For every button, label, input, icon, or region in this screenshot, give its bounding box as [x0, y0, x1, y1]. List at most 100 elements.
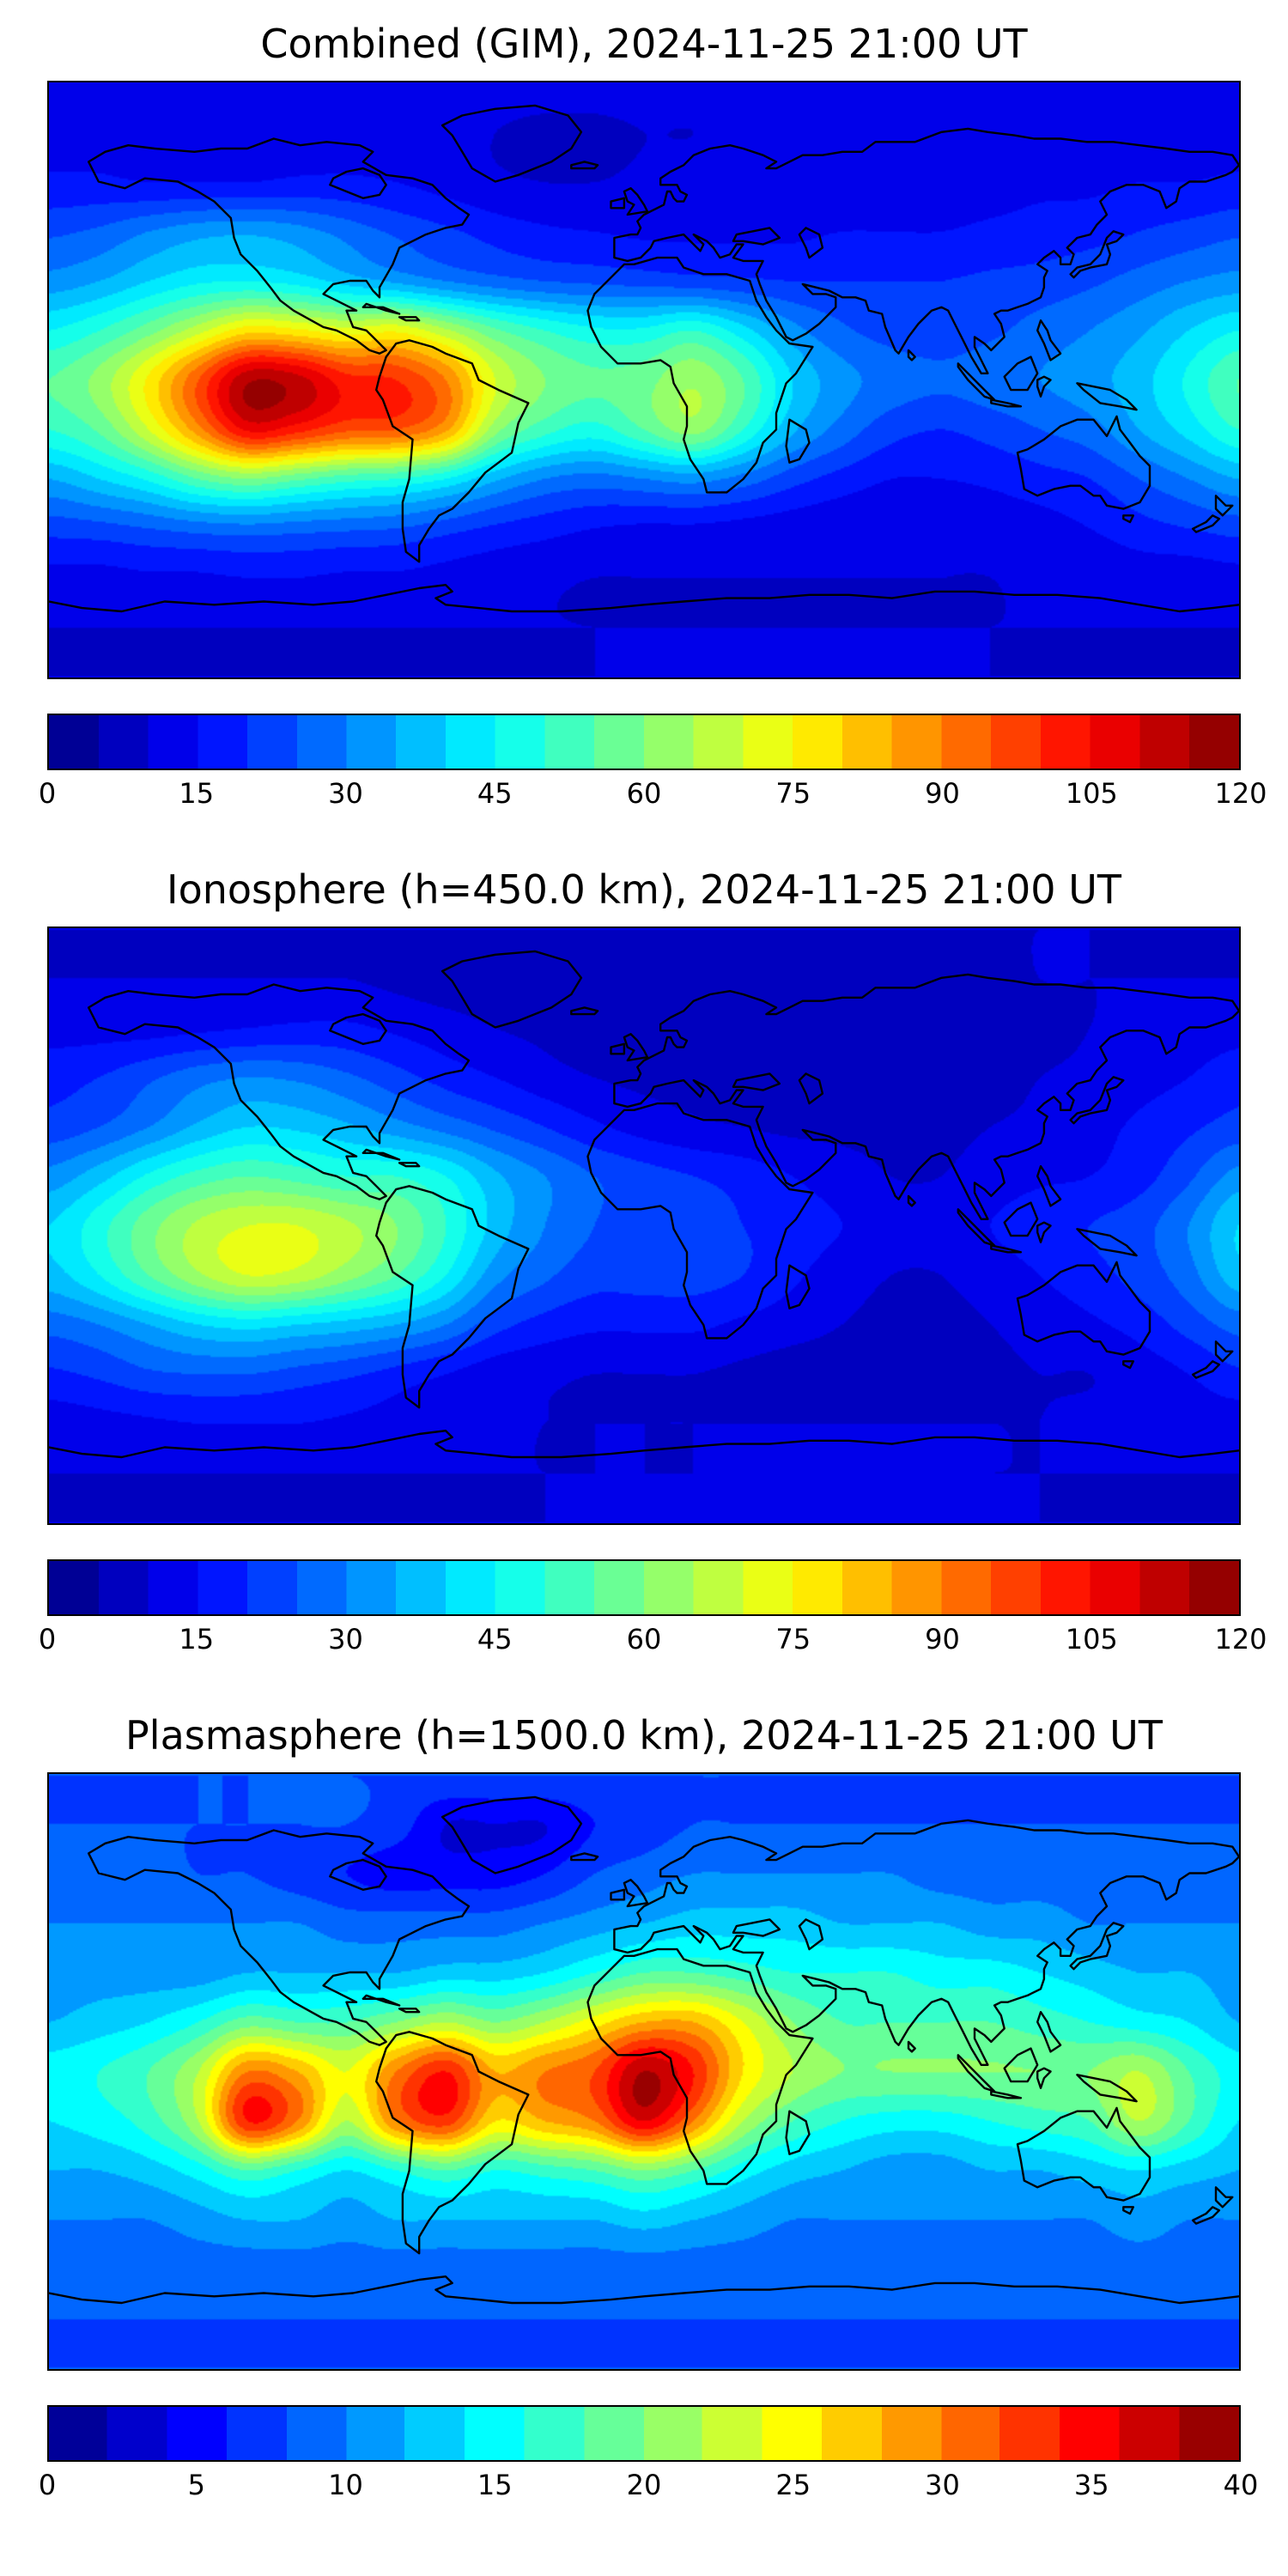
- panel-title-combined: Combined (GIM), 2024-11-25 21:00 UT: [260, 21, 1028, 67]
- world-map-ionosphere: [47, 927, 1241, 1525]
- colorbar-tick-label: 60: [626, 777, 662, 810]
- coastline-path: [329, 1858, 387, 1891]
- coastline-path: [732, 227, 781, 246]
- coastline-path: [610, 1042, 626, 1055]
- colorbar-tick-label: 60: [626, 1623, 662, 1656]
- panel-title-ionosphere: Ionosphere (h=450.0 km), 2024-11-25 21:0…: [167, 866, 1121, 913]
- colorbar-ticks-ionosphere: 0 15 30 45 60 75 90 105 120: [39, 1623, 1267, 1662]
- coastline-path: [398, 1162, 421, 1168]
- coastline-path: [907, 1194, 916, 1207]
- coastline-path: [88, 137, 471, 355]
- coastline-path: [732, 1918, 781, 1937]
- colorbar-tick-label: 0: [38, 2469, 57, 2501]
- coastline-path: [1214, 2186, 1234, 2208]
- coastline-path: [623, 1033, 649, 1062]
- panel-plasmasphere: Plasmasphere (h=1500.0 km), 2024-11-25 2…: [0, 1712, 1288, 2558]
- coastline-path: [49, 2275, 1239, 2305]
- coastline-path: [1191, 514, 1221, 533]
- coastline-path: [1076, 1228, 1138, 1257]
- coastline-path: [1122, 2206, 1134, 2215]
- coastlines-overlay: [49, 1795, 1239, 2305]
- colorbar-tick-label: 30: [925, 2469, 960, 2501]
- colorbar-tick-label: 15: [477, 2469, 513, 2501]
- coastline-path: [785, 418, 811, 464]
- colorbar-tick-label: 15: [179, 1623, 215, 1656]
- coastline-path: [957, 2054, 996, 2093]
- colorbar-ticks-combined: 0 15 30 45 60 75 90 105 120: [39, 777, 1267, 817]
- coastline-path: [1036, 2067, 1052, 2089]
- colorbar-tick-label: 75: [775, 777, 811, 810]
- coastline-path: [1036, 1221, 1052, 1243]
- colorbar-tick-label: 30: [328, 777, 363, 810]
- coastline-path: [88, 1829, 471, 2046]
- coastline-path: [1122, 1360, 1134, 1370]
- colorbar-tick-label: 40: [1223, 2469, 1259, 2501]
- coastline-path: [1036, 2011, 1062, 2053]
- coastline-path: [88, 983, 471, 1200]
- colorbar-canvas-combined: [49, 715, 1239, 769]
- coastline-path: [990, 2090, 1023, 2099]
- colorbar-tick-label: 105: [1065, 777, 1118, 810]
- coastline-path: [1069, 1922, 1125, 1971]
- coastline-path: [1003, 355, 1039, 392]
- colorbar-tick-label: 105: [1065, 1623, 1118, 1656]
- coastline-path: [990, 1244, 1023, 1254]
- coastline-path: [375, 339, 530, 563]
- colorbar-tick-label: 120: [1214, 1623, 1267, 1656]
- colorbar-tick-label: 25: [775, 2469, 811, 2501]
- coastline-path: [329, 1012, 387, 1045]
- coastline-path: [1003, 1201, 1039, 1237]
- coastline-path: [785, 2110, 811, 2155]
- panel-ionosphere: Ionosphere (h=450.0 km), 2024-11-25 21:0…: [0, 866, 1288, 1712]
- panel-combined-gim: Combined (GIM), 2024-11-25 21:00 UT 0 15 3…: [0, 21, 1288, 866]
- coastline-path: [623, 187, 649, 216]
- colorbar-canvas-ionosphere: [49, 1561, 1239, 1614]
- colorbar-tick-label: 30: [328, 1623, 363, 1656]
- coastline-path: [798, 1918, 824, 1951]
- colorbar-canvas-plasmasphere: [49, 2407, 1239, 2460]
- coastline-path: [1016, 415, 1151, 510]
- coastline-path: [957, 1208, 996, 1247]
- colorbar-tick-label: 45: [477, 1623, 513, 1656]
- coastline-path: [440, 950, 583, 1029]
- coastline-path: [798, 1072, 824, 1105]
- colorbar-ticks-plasmasphere: 0 5 10 15 20 25 30 35 40: [39, 2469, 1259, 2508]
- coastline-path: [1069, 230, 1125, 279]
- colorbar-tick-label: 75: [775, 1623, 811, 1656]
- colorbar-ionosphere: [47, 1559, 1241, 1616]
- coastline-path: [49, 584, 1239, 613]
- coastline-path: [398, 316, 421, 322]
- coastline-path: [440, 1795, 583, 1874]
- coastline-path: [586, 1102, 814, 1340]
- colorbar-tick-label: 10: [328, 2469, 363, 2501]
- coastline-path: [1191, 1360, 1221, 1379]
- colorbar-tick-label: 20: [626, 2469, 662, 2501]
- coastline-path: [398, 2008, 421, 2014]
- coastline-path: [732, 1072, 781, 1091]
- coastline-path: [375, 2031, 530, 2255]
- coastline-path: [1076, 382, 1138, 411]
- coastline-path: [329, 167, 387, 199]
- coastline-path: [361, 1994, 401, 2007]
- coastline-path: [907, 2040, 916, 2053]
- coastline-path: [785, 1264, 811, 1309]
- coastline-path: [361, 1148, 401, 1161]
- colorbar-tick-label: 90: [925, 1623, 960, 1656]
- coastlines-overlay: [49, 104, 1239, 613]
- coastline-path: [375, 1185, 530, 1409]
- coastlines-overlay: [49, 950, 1239, 1459]
- coastline-path: [610, 1888, 626, 1901]
- tec-heatmap-canvas-ionosphere: [49, 928, 1239, 1523]
- coastline-path: [570, 161, 599, 170]
- coastline-path: [1191, 2206, 1221, 2225]
- coastline-path: [798, 227, 824, 259]
- coastline-path: [623, 1879, 649, 1908]
- coastline-path: [1214, 1340, 1234, 1363]
- colorbar-tick-label: 120: [1214, 777, 1267, 810]
- coastline-path: [1076, 2074, 1138, 2103]
- coastline-path: [990, 398, 1023, 408]
- tec-heatmap-canvas-combined: [49, 82, 1239, 677]
- world-map-combined: [47, 81, 1241, 679]
